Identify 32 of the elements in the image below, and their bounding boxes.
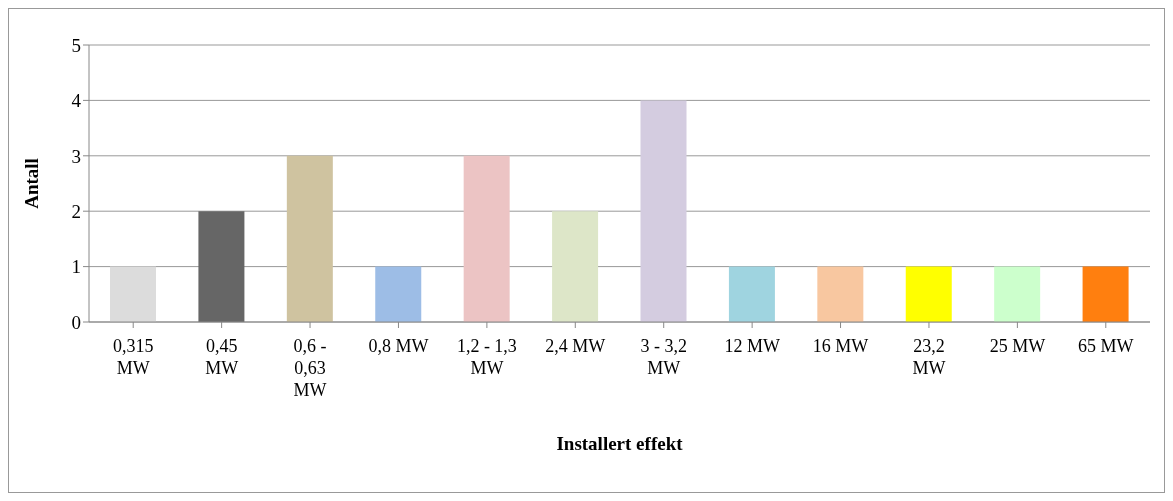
bar (640, 100, 687, 322)
x-tick-label: 12 MW (724, 336, 780, 356)
bar (110, 266, 156, 322)
bar (463, 155, 510, 322)
x-tick-label: 65 MW (1078, 336, 1134, 356)
y-tick-label: 0 (71, 311, 81, 333)
bar (905, 266, 952, 322)
y-tick-label: 1 (71, 256, 81, 278)
bar (198, 211, 245, 322)
x-axis-title: Installert effekt (556, 433, 684, 454)
x-tick-label: 3 - 3,2 MW (640, 336, 687, 378)
bar (994, 266, 1041, 322)
x-tick-label: 2,4 MW (545, 336, 606, 356)
bar (817, 266, 864, 322)
bar (375, 266, 422, 322)
x-tick-label: 0,8 MW (368, 336, 429, 356)
bar (552, 211, 599, 322)
bar (728, 266, 775, 322)
y-tick-label: 4 (71, 90, 82, 112)
x-tick-label: 23,2 MW (912, 336, 946, 378)
bar (286, 155, 333, 322)
x-tick-label: 0,45 MW (205, 336, 239, 378)
x-tick-label: 1,2 - 1,3 MW (456, 336, 517, 378)
x-tick-label: 16 MW (812, 336, 869, 356)
y-tick-label: 3 (71, 145, 81, 167)
x-tick-label: 25 MW (989, 336, 1046, 356)
bar (1082, 266, 1129, 322)
y-tick-label: 5 (71, 34, 81, 56)
y-tick-label: 2 (71, 200, 81, 222)
x-tick-label: 0,315 MW (112, 336, 154, 378)
x-tick-label: 0,6 - 0,63 MW (293, 336, 327, 400)
y-axis-title: Antall (20, 158, 42, 209)
